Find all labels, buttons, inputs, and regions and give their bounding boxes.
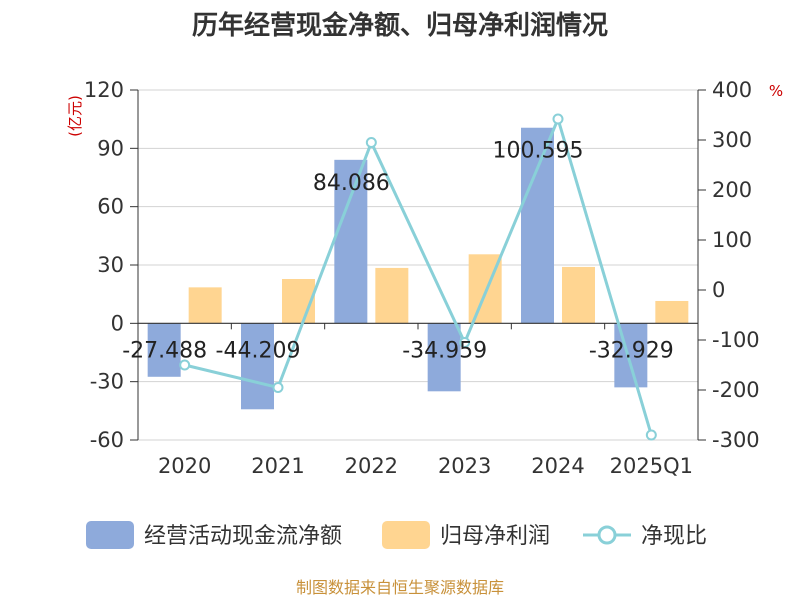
right-tick-label: 0 — [712, 278, 725, 302]
left-tick-label: -60 — [90, 428, 124, 452]
right-axis-unit: % — [769, 82, 783, 100]
legend-swatch-cashflow[interactable] — [86, 521, 134, 549]
data-label-cashflow: -44.209 — [216, 338, 301, 363]
left-tick-label: 90 — [97, 136, 124, 160]
left-axis-unit: (亿元) — [66, 95, 84, 137]
ratio-line — [179, 113, 657, 441]
bar-cashflow[interactable] — [241, 323, 274, 410]
left-tick-label: -30 — [90, 370, 124, 394]
data-label-cashflow: 100.595 — [493, 139, 584, 164]
bar-cashflow[interactable] — [614, 323, 648, 388]
right-tick-label: -300 — [712, 428, 760, 452]
chart-title: 历年经营现金净额、归母净利润情况 — [192, 10, 608, 41]
legend-swatch-profit[interactable] — [382, 521, 430, 549]
ratio-point[interactable] — [645, 429, 657, 441]
x-tick-label: 2021 — [251, 454, 304, 478]
grid — [138, 89, 698, 441]
right-tick-label: 100 — [712, 228, 752, 252]
ratio-polyline — [184, 114, 653, 436]
right-tick-label: -100 — [712, 328, 760, 352]
x-axis-ticks: 2020 2021 2022 2023 2024 2025Q1 — [137, 323, 699, 478]
ratio-point[interactable] — [552, 113, 564, 125]
right-tick-label: 300 — [712, 128, 752, 152]
left-axis-ticks: -60 -30 0 30 60 90 120 — [84, 78, 138, 452]
x-tick-label: 2023 — [438, 454, 491, 478]
right-tick-label: 400 — [712, 78, 752, 102]
right-tick-label: 200 — [712, 178, 752, 202]
legend-marker-ratio[interactable] — [597, 525, 617, 545]
left-tick-label: 30 — [97, 253, 124, 277]
data-label-cashflow: -34.959 — [402, 338, 487, 363]
x-tick-label: 2020 — [158, 454, 211, 478]
source-note: 制图数据来自恒生聚源数据库 — [296, 578, 504, 597]
bar-cashflow[interactable] — [147, 323, 181, 377]
ratio-point[interactable] — [459, 337, 471, 348]
left-tick-label: 60 — [97, 195, 124, 219]
legend: 经营活动现金流净额 归母净利润 净现比 — [86, 521, 707, 549]
bars — [147, 127, 689, 410]
legend-label-ratio[interactable]: 净现比 — [641, 524, 707, 549]
data-label-cashflow: -32.929 — [589, 338, 674, 363]
left-tick-label: 120 — [84, 78, 124, 102]
ratio-point[interactable] — [179, 359, 191, 371]
ratio-point[interactable] — [272, 382, 284, 393]
bar-cashflow[interactable] — [521, 127, 554, 324]
left-tick-label: 0 — [111, 311, 124, 335]
data-label-cashflow: 84.086 — [313, 171, 390, 196]
bar-cashflow[interactable] — [334, 159, 368, 324]
ratio-point[interactable] — [365, 137, 377, 148]
x-tick-label: 2025Q1 — [610, 454, 693, 478]
right-tick-label: -200 — [712, 378, 760, 402]
legend-label-profit[interactable]: 归母净利润 — [440, 524, 550, 549]
data-labels: -27.488 -44.209 84.086 -34.959 100.595 -32.92… — [122, 139, 674, 364]
x-tick-label: 2024 — [531, 454, 584, 478]
bar-profit[interactable] — [655, 300, 689, 324]
bar-profit[interactable] — [188, 287, 222, 324]
bar-profit[interactable] — [562, 266, 595, 324]
data-label-cashflow: -27.488 — [122, 338, 207, 363]
bar-profit[interactable] — [375, 267, 409, 324]
legend-label-cashflow[interactable]: 经营活动现金流净额 — [144, 524, 342, 549]
bar-cashflow[interactable] — [427, 323, 461, 392]
right-axis-ticks: -300 -200 -100 0 100 200 300 400 — [698, 78, 760, 452]
x-tick-label: 2022 — [345, 454, 398, 478]
